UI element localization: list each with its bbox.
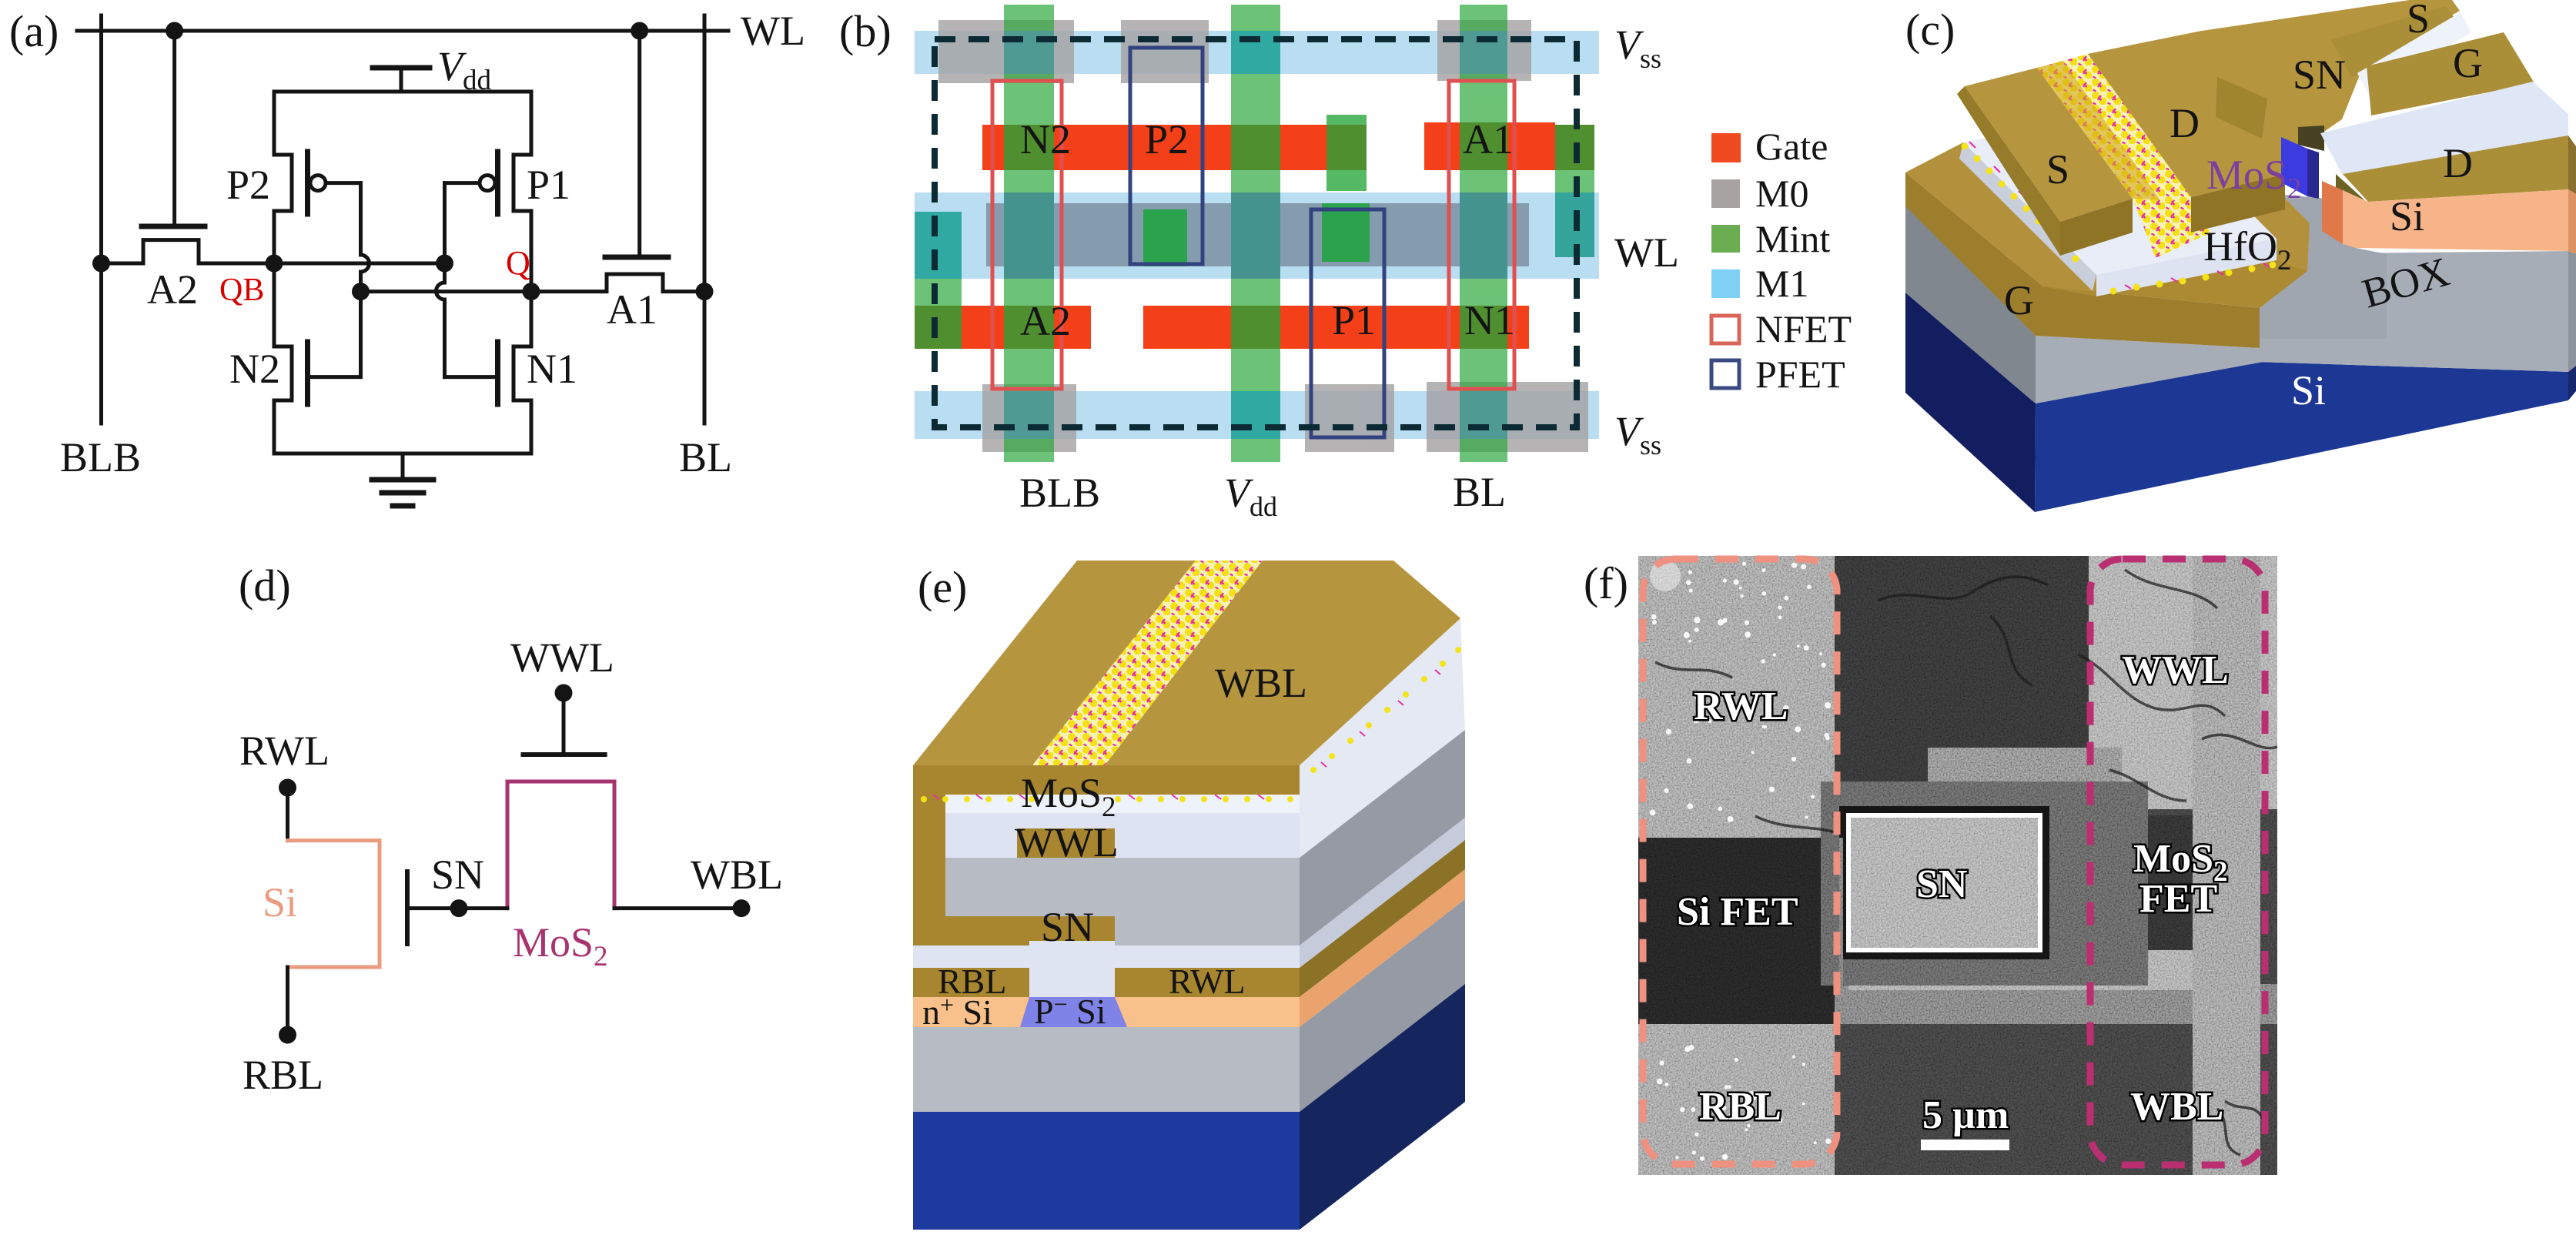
svg-text:S: S: [2046, 146, 2069, 192]
svg-text:PFET: PFET: [1755, 353, 1845, 396]
svg-text:M1: M1: [1755, 262, 1808, 305]
svg-text:WWL: WWL: [1015, 819, 1119, 865]
svg-text:P1: P1: [1332, 297, 1376, 343]
svg-text:RWL: RWL: [239, 728, 330, 774]
svg-text:SN: SN: [431, 852, 484, 898]
svg-text:RWL: RWL: [1169, 962, 1246, 1001]
svg-text:S: S: [2407, 0, 2430, 42]
svg-text:RWL: RWL: [1694, 684, 1788, 728]
svg-text:RBL: RBL: [243, 1052, 323, 1098]
svg-text:Vdd: Vdd: [1224, 470, 1277, 522]
svg-text:NFET: NFET: [1755, 307, 1852, 350]
svg-text:Vdd: Vdd: [437, 43, 492, 96]
svg-text:BL: BL: [1453, 469, 1506, 515]
svg-text:WBL: WBL: [2130, 1085, 2223, 1129]
svg-text:n+ Si: n+ Si: [922, 991, 992, 1032]
svg-text:Vss: Vss: [1614, 22, 1661, 74]
svg-text:BLB: BLB: [60, 434, 141, 480]
svg-text:WWL: WWL: [2122, 648, 2229, 692]
svg-text:MoS2: MoS2: [1021, 770, 1116, 823]
svg-text:(f): (f): [1584, 558, 1628, 608]
svg-text:SN: SN: [2293, 52, 2346, 98]
svg-text:FET: FET: [2139, 877, 2217, 921]
svg-text:M0: M0: [1755, 172, 1808, 215]
svg-text:SN: SN: [1916, 862, 1967, 906]
svg-text:A2: A2: [147, 266, 198, 313]
svg-text:P− Si: P− Si: [1034, 990, 1106, 1031]
svg-text:RBL: RBL: [938, 962, 1006, 1001]
svg-text:Si: Si: [2390, 193, 2424, 239]
svg-text:QB: QB: [219, 273, 264, 308]
svg-text:P1: P1: [527, 162, 570, 208]
svg-text:P2: P2: [226, 162, 270, 208]
svg-text:N1: N1: [527, 346, 577, 392]
svg-text:MoS2: MoS2: [513, 919, 608, 972]
svg-text:WBL: WBL: [691, 852, 783, 898]
svg-text:N2: N2: [1020, 116, 1071, 162]
svg-text:Gate: Gate: [1755, 125, 1828, 168]
svg-text:BLB: BLB: [1019, 470, 1100, 516]
svg-text:(d): (d): [239, 561, 291, 611]
svg-text:Q: Q: [506, 244, 530, 282]
svg-text:D: D: [2443, 140, 2473, 186]
svg-text:G: G: [2004, 277, 2034, 323]
svg-text:A2: A2: [1020, 298, 1071, 344]
svg-text:D: D: [2170, 100, 2200, 146]
svg-text:(a): (a): [9, 6, 59, 56]
svg-text:5 µm: 5 µm: [1922, 1093, 2009, 1137]
svg-text:A1: A1: [607, 286, 657, 333]
svg-text:BL: BL: [679, 434, 732, 480]
svg-text:WWL: WWL: [510, 634, 614, 681]
svg-text:WBL: WBL: [1215, 660, 1307, 706]
svg-text:Si FET: Si FET: [1677, 890, 1798, 934]
svg-text:G: G: [2453, 40, 2483, 86]
svg-text:N2: N2: [229, 346, 280, 392]
svg-text:Vss: Vss: [1614, 408, 1661, 460]
svg-text:P2: P2: [1145, 116, 1189, 162]
svg-text:RBL: RBL: [1699, 1085, 1781, 1129]
svg-text:WL: WL: [1614, 229, 1679, 276]
svg-text:Si: Si: [263, 879, 297, 925]
svg-text:A1: A1: [1463, 116, 1514, 162]
svg-text:HfO2: HfO2: [2203, 223, 2291, 276]
svg-text:MoS2: MoS2: [2133, 837, 2228, 888]
svg-text:(c): (c): [1905, 5, 1955, 55]
svg-text:Si: Si: [2291, 367, 2326, 413]
svg-text:(b): (b): [839, 6, 892, 56]
svg-text:SN: SN: [1041, 904, 1094, 950]
svg-text:N1: N1: [1464, 297, 1515, 343]
svg-text:Mint: Mint: [1755, 217, 1830, 260]
svg-text:(e): (e): [918, 562, 967, 612]
svg-text:WL: WL: [741, 8, 805, 54]
svg-text:MoS2: MoS2: [2206, 152, 2302, 205]
